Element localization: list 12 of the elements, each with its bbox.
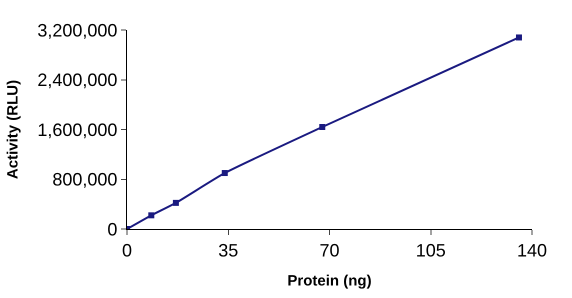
y-tick-label: 0 (107, 219, 118, 240)
y-tick-label: 800,000 (52, 170, 118, 190)
y-tick-label: 2,400,000 (37, 70, 118, 90)
x-tick-label: 35 (218, 240, 238, 261)
x-tick-label: 105 (416, 240, 446, 261)
y-axis-title: Activity (RLU) (4, 80, 22, 180)
x-tick-label: 0 (122, 240, 132, 261)
x-tick-label: 140 (516, 240, 548, 261)
y-tick-label: 3,200,000 (37, 20, 118, 40)
x-axis-title: Protein (ng) (287, 272, 372, 290)
y-tick-label: 1,600,000 (37, 120, 118, 140)
x-tick-label: 70 (319, 240, 340, 261)
